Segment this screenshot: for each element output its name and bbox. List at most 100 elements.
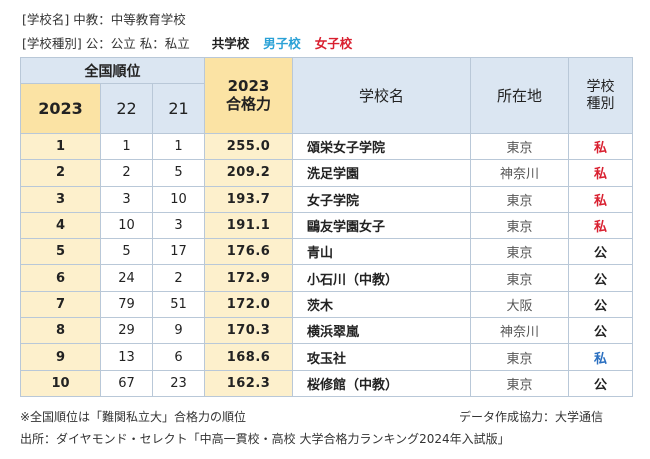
- header-school-type: 学校 種別: [568, 57, 633, 134]
- location-cell: 東京: [470, 238, 569, 266]
- rank-22-cell: 13: [100, 343, 153, 371]
- score-cell: 162.3: [204, 369, 293, 397]
- source-note: 出所：ダイヤモンド・セレクト「中高一貫校・高校 大学合格力ランキング2024年入…: [20, 432, 510, 446]
- school-type-cell: 公: [568, 238, 633, 266]
- rank-2023-cell: 2: [20, 159, 101, 187]
- rank-21-cell: 51: [152, 290, 205, 319]
- rank-2023-cell: 6: [20, 264, 101, 292]
- table-row: 8 29 9 170.3 横浜翠嵐 神奈川公: [20, 317, 633, 345]
- ranking-table: 全国順位 2023 合格力 学校名 所在地 学校 種別 2023 22 21 1…: [20, 57, 633, 397]
- header-rank-2023: 2023: [20, 83, 101, 134]
- table-row: 4 10 3 191.1 鷗友学園女子 東京私: [20, 211, 633, 240]
- location-cell: 東京: [470, 369, 569, 397]
- location-cell: 東京: [470, 132, 569, 161]
- table-row: 1 1 1 255.0 頌栄女子学院 東京私: [20, 132, 633, 161]
- rank-21-cell: 17: [152, 238, 205, 266]
- rank-2023-cell: 5: [20, 238, 101, 266]
- header-school-name: 学校名: [292, 57, 471, 134]
- rank-22-cell: 67: [100, 369, 153, 397]
- score-cell: 168.6: [204, 343, 293, 371]
- legend-school-name-note: [学校名] 中教：中等教育学校: [22, 12, 186, 27]
- school-name-cell: 桜修館（中教）: [292, 369, 471, 397]
- school-name-cell: 女子学院: [292, 185, 471, 213]
- header-location: 所在地: [470, 57, 569, 134]
- school-type-cell: 私: [568, 211, 633, 240]
- legend-girls: 女子校: [314, 36, 353, 51]
- score-cell: 191.1: [204, 211, 293, 240]
- score-cell: 255.0: [204, 132, 293, 161]
- footnote-rank: ※全国順位は「難関私立大」合格力の順位: [20, 410, 247, 424]
- table-row: 10 67 23 162.3 桜修館（中教） 東京公: [20, 369, 633, 397]
- footnote-credit: データ作成協力：大学通信: [459, 410, 604, 424]
- score-cell: 209.2: [204, 159, 293, 187]
- header-score-year: 2023: [227, 77, 270, 96]
- school-name-cell: 鷗友学園女子: [292, 211, 471, 240]
- table-row: 3 3 10 193.7 女子学院 東京私: [20, 185, 633, 213]
- rank-21-cell: 23: [152, 369, 205, 397]
- rank-22-cell: 24: [100, 264, 153, 292]
- school-type-cell: 私: [568, 132, 633, 161]
- legend-boys: 男子校: [263, 36, 301, 51]
- table-row: 6 24 2 172.9 小石川（中教） 東京公: [20, 264, 633, 292]
- rank-22-cell: 10: [100, 211, 153, 240]
- score-cell: 170.3: [204, 317, 293, 345]
- table-row: 9 13 6 168.6 攻玉社 東京私: [20, 343, 633, 371]
- rank-2023-cell: 1: [20, 132, 101, 161]
- school-name-cell: 横浜翠嵐: [292, 317, 471, 345]
- legend-school-type-note: [学校種別] 公：公立 私：私立 共学校 男子校 女子校: [22, 33, 352, 52]
- school-type-cell: 私: [568, 343, 633, 371]
- location-cell: 神奈川: [470, 159, 569, 187]
- header-rank-22: 22: [100, 83, 153, 134]
- rank-2023-cell: 4: [20, 211, 101, 240]
- table-row: 7 79 51 172.0 茨木 大阪公: [20, 290, 633, 319]
- rank-21-cell: 2: [152, 264, 205, 292]
- rank-21-cell: 1: [152, 132, 205, 161]
- school-name-cell: 青山: [292, 238, 471, 266]
- location-cell: 東京: [470, 211, 569, 240]
- rank-21-cell: 6: [152, 343, 205, 371]
- header-type-line2: 種別: [586, 95, 615, 112]
- rank-22-cell: 79: [100, 290, 153, 319]
- school-name-cell: 小石川（中教）: [292, 264, 471, 292]
- rank-22-cell: 2: [100, 159, 153, 187]
- score-cell: 193.7: [204, 185, 293, 213]
- rank-22-cell: 29: [100, 317, 153, 345]
- school-type-cell: 公: [568, 290, 633, 319]
- rank-21-cell: 10: [152, 185, 205, 213]
- location-cell: 大阪: [470, 290, 569, 319]
- header-rank-21: 21: [152, 83, 205, 134]
- rank-22-cell: 1: [100, 132, 153, 161]
- rank-2023-cell: 8: [20, 317, 101, 345]
- school-name-cell: 洗足学園: [292, 159, 471, 187]
- header-type-line1: 学校: [586, 78, 615, 95]
- rank-2023-cell: 7: [20, 290, 101, 319]
- table-row: 5 5 17 176.6 青山 東京公: [20, 238, 633, 266]
- school-name-cell: 攻玉社: [292, 343, 471, 371]
- header-score: 2023 合格力: [204, 57, 293, 134]
- rank-2023-cell: 3: [20, 185, 101, 213]
- header-national-rank: 全国順位: [20, 57, 205, 84]
- location-cell: 東京: [470, 343, 569, 371]
- school-type-cell: 私: [568, 185, 633, 213]
- school-type-cell: 公: [568, 264, 633, 292]
- rank-21-cell: 9: [152, 317, 205, 345]
- header-score-label: 合格力: [225, 94, 271, 113]
- school-name-cell: 頌栄女子学院: [292, 132, 471, 161]
- school-type-cell: 公: [568, 369, 633, 397]
- table-row: 2 2 5 209.2 洗足学園 神奈川私: [20, 159, 633, 187]
- school-type-cell: 公: [568, 317, 633, 345]
- legend-type-prefix: [学校種別] 公：公立 私：私立: [22, 36, 190, 51]
- school-name-cell: 茨木: [292, 290, 471, 319]
- rank-2023-cell: 10: [20, 369, 101, 397]
- score-cell: 172.9: [204, 264, 293, 292]
- location-cell: 東京: [470, 185, 569, 213]
- rank-22-cell: 3: [100, 185, 153, 213]
- legend-co-ed: 共学校: [211, 36, 250, 51]
- school-type-cell: 私: [568, 159, 633, 187]
- location-cell: 東京: [470, 264, 569, 292]
- score-cell: 172.0: [204, 290, 293, 319]
- location-cell: 神奈川: [470, 317, 569, 345]
- rank-21-cell: 3: [152, 211, 205, 240]
- rank-2023-cell: 9: [20, 343, 101, 371]
- score-cell: 176.6: [204, 238, 293, 266]
